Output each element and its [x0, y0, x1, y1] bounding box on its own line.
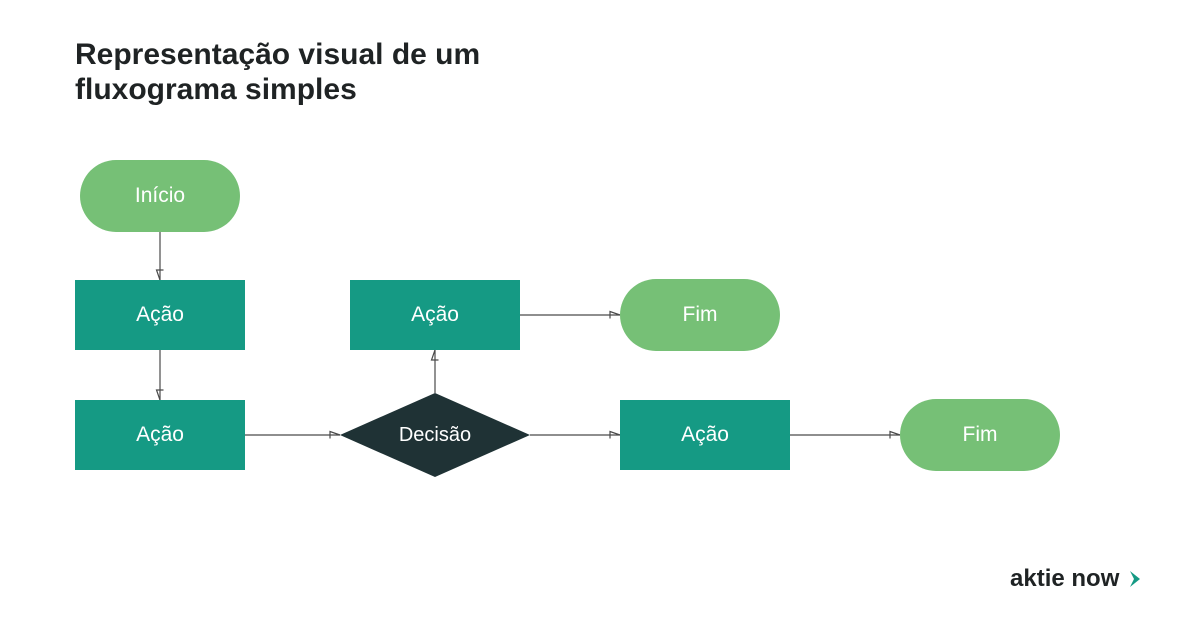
brand-chevron-icon	[1127, 568, 1149, 590]
page-title: Representação visual de um fluxograma si…	[75, 38, 480, 107]
node-label: Ação	[136, 423, 184, 447]
flowchart-node-a3: Ação	[350, 280, 520, 350]
flowchart-node-dec: Decisão	[340, 393, 530, 477]
node-label: Fim	[963, 423, 998, 447]
node-label: Ação	[136, 303, 184, 327]
flowchart-node-end1: Fim	[620, 279, 780, 351]
flowchart-node-a2: Ação	[75, 400, 245, 470]
flowchart-node-a1: Ação	[75, 280, 245, 350]
flowchart-node-end2: Fim	[900, 399, 1060, 471]
title-line1: Representação visual de um	[75, 38, 480, 73]
node-label: Ação	[681, 423, 729, 447]
node-label: Fim	[683, 303, 718, 327]
flowchart-node-start: Início	[80, 160, 240, 232]
brand-logo: aktie now	[1010, 565, 1149, 593]
title-line2: fluxograma simples	[75, 73, 480, 108]
brand-text: aktie now	[1010, 565, 1119, 593]
node-label: Início	[135, 184, 185, 208]
node-label: Decisão	[399, 424, 471, 447]
flowchart-node-a4: Ação	[620, 400, 790, 470]
node-label: Ação	[411, 303, 459, 327]
